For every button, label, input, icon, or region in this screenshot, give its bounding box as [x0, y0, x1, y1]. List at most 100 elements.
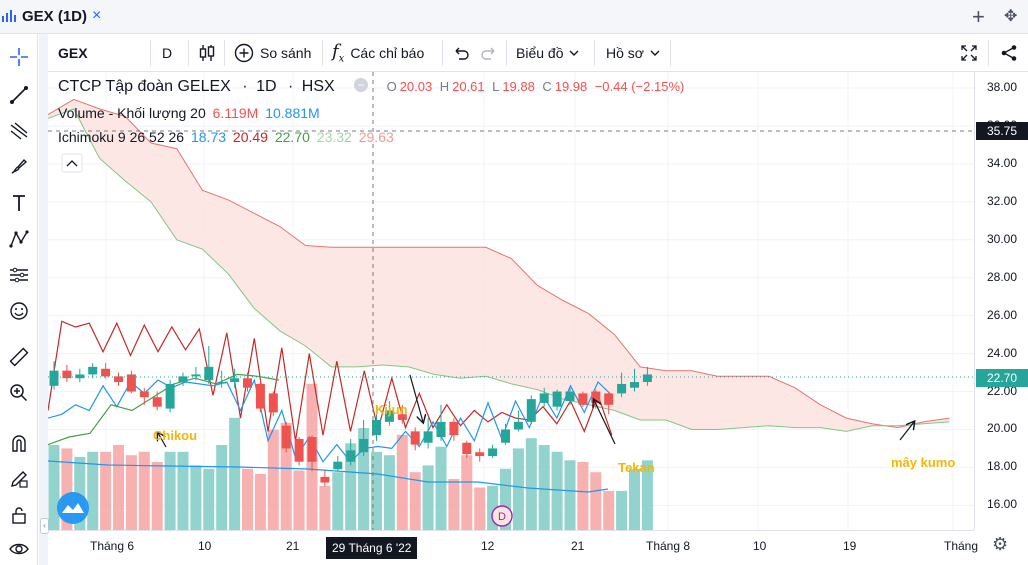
candle-body — [165, 383, 175, 409]
brush-icon[interactable] — [6, 154, 32, 180]
time-tick: 10 — [753, 539, 767, 553]
dividend-label: D — [498, 511, 506, 523]
candle-body — [539, 393, 549, 403]
volume-bar — [474, 487, 486, 530]
toolbar-divider — [188, 40, 189, 66]
volume-bar — [190, 465, 202, 530]
fib-tool-icon[interactable] — [6, 118, 32, 144]
volume-label: Volume - Khối lượng 20 — [58, 105, 206, 121]
panel-scroll-strip[interactable]: ‹ — [39, 34, 49, 565]
eye-icon[interactable] — [6, 536, 32, 562]
chevron-down-icon — [569, 50, 579, 56]
dividend-marker[interactable]: D — [491, 505, 513, 527]
trend-line-icon[interactable] — [6, 82, 32, 108]
ichimoku-lines — [48, 320, 613, 463]
volume-bar — [177, 451, 189, 530]
symbol-search-button[interactable]: GEX — [58, 34, 88, 71]
collapse-legend-button[interactable] — [61, 153, 83, 173]
candle-body — [630, 382, 639, 388]
magnet-icon[interactable] — [6, 430, 32, 456]
last-price-label: 22.70 — [976, 369, 1028, 388]
price-tick: 18.00 — [987, 459, 1018, 474]
share-button[interactable] — [1000, 34, 1018, 71]
pattern-icon[interactable] — [6, 226, 32, 252]
senkou-span-a-line — [48, 108, 950, 432]
compare-button[interactable]: So sánh — [234, 34, 311, 71]
crosshair-icon[interactable] — [6, 44, 32, 70]
volume-bar — [525, 438, 537, 530]
price-tick: 26.00 — [987, 307, 1018, 322]
candle-body — [320, 476, 330, 483]
volume-bar — [409, 472, 421, 530]
kijun-line — [48, 320, 613, 441]
function-icon: fx — [332, 40, 345, 65]
price-scale[interactable]: 38.0036.0034.0032.0030.0028.0026.0024.00… — [974, 72, 1028, 530]
chart-type-button[interactable] — [198, 34, 216, 71]
chart-menu-button[interactable]: Biểu đồ — [516, 34, 579, 71]
volume-bar — [229, 417, 241, 530]
annotation-kijun: Kijun — [375, 402, 408, 417]
candle-body — [243, 378, 252, 388]
logo-circle — [57, 492, 89, 524]
candle-body — [114, 376, 123, 383]
interval-button[interactable]: D — [162, 34, 172, 71]
plus-circle-icon — [234, 43, 254, 62]
volume-bar — [396, 434, 408, 530]
volume-bar — [590, 472, 602, 530]
candle-body — [101, 368, 111, 377]
zoom-icon[interactable] — [6, 380, 32, 406]
symbol-label: GEX — [58, 44, 88, 61]
settings-gear-icon[interactable]: ⚙ — [992, 534, 1009, 554]
legend-dot: · — [287, 78, 294, 95]
volume-bar — [358, 428, 370, 530]
chevron-up-icon — [66, 160, 78, 167]
time-tick: Tháng 8 — [646, 539, 691, 553]
candle-body — [462, 442, 472, 455]
candle-body — [62, 370, 72, 379]
price-chart[interactable]: D — [48, 72, 974, 530]
minimize-legend-icon[interactable]: − — [354, 78, 369, 92]
profile-menu-button[interactable]: Hồ sơ — [606, 34, 660, 71]
price-tick: 20.00 — [987, 421, 1018, 436]
cloud-fill — [48, 99, 950, 432]
volume-bar — [448, 479, 460, 530]
fullscreen-button[interactable] — [960, 34, 978, 71]
lock-draw-icon[interactable] — [6, 466, 32, 492]
indicators-button[interactable]: fx Các chỉ báo — [332, 34, 424, 71]
volume-bar — [164, 451, 176, 530]
move-icon[interactable]: ✥ — [1004, 8, 1018, 25]
time-tick: 12 — [481, 539, 495, 553]
volume-bar — [500, 468, 511, 530]
volume-bar — [371, 451, 382, 530]
window-title: GEX (1D) — [22, 8, 88, 25]
close-icon[interactable]: × — [92, 7, 102, 24]
volume-bar — [512, 448, 524, 530]
volume-ma-line — [48, 460, 609, 493]
candle-body — [642, 374, 652, 383]
legend-exchange: HSX — [301, 78, 335, 95]
ichimoku-value-4: 23.32 — [316, 129, 352, 145]
text-tool-icon[interactable] — [6, 190, 32, 216]
lock-icon[interactable] — [6, 502, 32, 528]
fullscreen-icon — [961, 44, 977, 61]
candle-body — [410, 431, 420, 445]
candle-body — [294, 438, 304, 462]
time-scale[interactable]: Tháng 6 10 21 29 Tháng 6 '22 12 21 Tháng… — [48, 530, 978, 565]
emoji-icon[interactable] — [6, 298, 32, 324]
candle-body — [88, 366, 98, 375]
price-tick: 38.00 — [987, 80, 1018, 94]
logo-badge[interactable] — [57, 492, 89, 524]
redo-button[interactable] — [480, 34, 498, 71]
chikou-line — [48, 373, 280, 446]
candle-body — [333, 461, 343, 470]
volume-bar — [616, 490, 628, 530]
volume-bar — [61, 448, 73, 530]
volume-bar — [242, 468, 253, 530]
undo-button[interactable] — [452, 34, 470, 71]
ichimoku-value-5: 29.63 — [358, 129, 394, 145]
open-label: O — [386, 79, 397, 94]
forecast-icon[interactable] — [6, 262, 32, 288]
add-icon[interactable]: + — [972, 4, 985, 29]
ruler-icon[interactable] — [6, 344, 32, 370]
legend-ichimoku: Ichimoku 9 26 52 26 18.73 20.49 22.70 23… — [58, 129, 397, 145]
